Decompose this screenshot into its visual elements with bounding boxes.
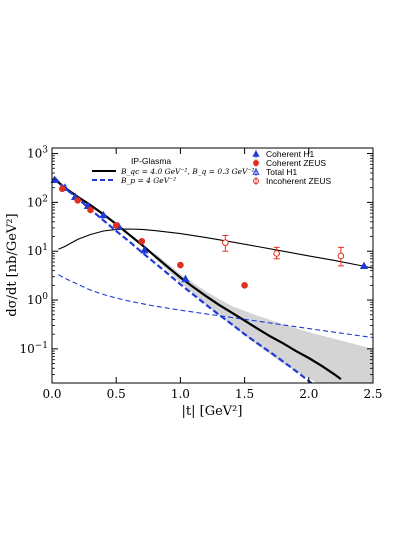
- coherent-zeus-point: [177, 261, 184, 269]
- data-points: [50, 175, 369, 289]
- coherent-h1-point: [359, 261, 369, 270]
- coherent-zeus-point: [87, 206, 94, 214]
- data-legend-label: Total H1: [266, 167, 297, 177]
- coherent-h1-point: [99, 210, 108, 219]
- model-legend-label: B_qc = 4.0 GeV⁻², B_q = 0.3 GeV⁻²: [120, 167, 254, 176]
- model-curve-2: [53, 176, 313, 383]
- y-tick-label: 100: [27, 292, 48, 307]
- incoherent-zeus-point: [337, 252, 345, 260]
- x-tick-label: 1.0: [171, 387, 190, 401]
- incoherent-zeus-point: [273, 250, 281, 257]
- data-legend-label: Incoherent ZEUS: [266, 176, 332, 186]
- x-tick-label: 2.0: [299, 387, 318, 401]
- data-legend-label: Coherent ZEUS: [266, 158, 326, 168]
- model-curve-4: [58, 274, 373, 339]
- coherent-zeus-point: [58, 185, 66, 193]
- incoherent-zeus-point: [222, 239, 229, 246]
- coherent-h1-point: [140, 245, 149, 254]
- x-tick-label: 2.5: [363, 387, 382, 401]
- y-tick-label: 102: [27, 194, 48, 209]
- model-legend-heading: IP-Glasma: [131, 156, 171, 166]
- model-curves: [53, 176, 373, 383]
- x-tick-label: 0.5: [107, 387, 126, 401]
- plot-frame: [51, 147, 374, 384]
- x-axis-label: |t| [GeV²]: [182, 404, 243, 419]
- coherent-zeus-point: [112, 221, 120, 229]
- model-curve-1: [53, 178, 342, 380]
- x-tick-label: 0.0: [42, 387, 61, 401]
- model-legend-label: B_p = 4 GeV⁻²: [120, 176, 176, 185]
- band-area: [154, 252, 373, 383]
- data-legend-label: Coherent H1: [266, 149, 314, 159]
- y-tick-label: 101: [27, 243, 48, 258]
- x-tick-label: 1.5: [235, 387, 254, 401]
- model-curve-3: [58, 228, 373, 269]
- coherent-zeus-point: [74, 197, 81, 204]
- coherent-zeus-point: [241, 282, 248, 289]
- y-tick-label: 103: [27, 146, 48, 161]
- coherent-zeus-point: [138, 237, 146, 245]
- axis-ticks: 0.0 0.5 1.0 1.5 2.0 2.5 10−1 100 101 102 103: [19, 146, 382, 401]
- uncertainty-band: [154, 252, 373, 383]
- y-tick-label: 10−1: [19, 341, 48, 356]
- y-axis-label: dσ/dt [nb/GeV²]: [5, 213, 20, 316]
- coherent-h1-point: [181, 274, 190, 283]
